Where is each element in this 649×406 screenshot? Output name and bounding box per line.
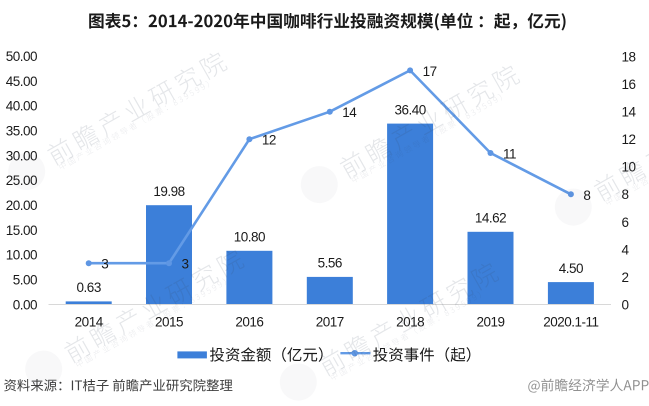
svg-text:6: 6 [622,215,629,230]
svg-text:10.00: 10.00 [6,248,37,263]
svg-text:4.50: 4.50 [559,261,583,276]
svg-text:0: 0 [622,297,629,312]
svg-text:0.63: 0.63 [77,280,101,295]
svg-text:17: 17 [423,64,437,79]
svg-text:35.00: 35.00 [6,124,37,139]
svg-text:5.00: 5.00 [13,273,37,288]
svg-text:11: 11 [503,147,516,162]
svg-text:50.00: 50.00 [6,49,37,64]
svg-text:20.00: 20.00 [6,198,37,213]
svg-text:14: 14 [622,105,637,120]
svg-text:2019: 2019 [476,315,504,330]
svg-text:40.00: 40.00 [6,99,37,114]
svg-text:14: 14 [342,105,357,120]
svg-text:45.00: 45.00 [6,74,37,89]
svg-text:2018: 2018 [396,315,424,330]
svg-text:3: 3 [101,257,108,272]
svg-text:16: 16 [622,77,636,92]
svg-text:2020.1-11: 2020.1-11 [543,315,598,330]
svg-text:3: 3 [182,257,189,272]
svg-text:2016: 2016 [235,315,263,330]
svg-text:2017: 2017 [316,315,344,330]
svg-text:12: 12 [262,133,276,148]
svg-text:2: 2 [622,270,629,285]
svg-text:19.98: 19.98 [153,184,184,199]
svg-text:14.62: 14.62 [475,211,506,226]
svg-text:2014: 2014 [75,315,104,330]
svg-text:4: 4 [622,242,630,257]
svg-text:18: 18 [622,50,636,65]
svg-text:36.40: 36.40 [394,102,425,117]
svg-text:15.00: 15.00 [6,223,37,238]
svg-text:2015: 2015 [155,315,183,330]
svg-text:5.56: 5.56 [318,256,342,271]
svg-text:12: 12 [622,132,636,147]
svg-text:0.00: 0.00 [13,297,37,312]
svg-text:10.80: 10.80 [234,230,265,245]
